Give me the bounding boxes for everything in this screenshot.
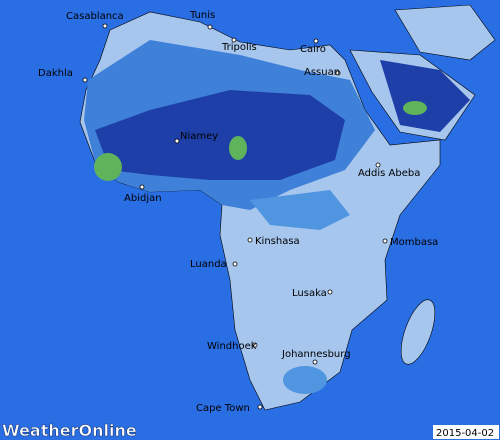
city-dot [139,184,145,190]
city-dot [375,162,381,168]
city-dot [102,23,108,29]
city-dot [382,238,388,244]
city-label: Johannesburg [281,349,351,360]
city-label: Assuan [304,67,340,78]
city-label: Cape Town [196,403,250,414]
city-dot [313,38,319,44]
city-dot [247,237,253,243]
city-dot [231,37,237,43]
city-label: Dakhla [38,68,73,79]
city-label: Mombasa [390,237,438,248]
city-label: Abidjan [124,193,162,204]
city-label: Luanda [190,259,227,270]
city-dot [232,261,238,267]
city-dot [82,77,88,83]
city-label: Addis Abeba [358,168,420,179]
city-dot [312,359,318,365]
city-dot [207,24,213,30]
date-box [433,425,499,439]
city-label: Tripolis [221,42,257,53]
city-dot [335,70,341,76]
city-label: Lusaka [292,288,327,299]
city-label: Cairo [300,44,326,55]
precip-zones [84,40,470,394]
date: 2015-04-02 [436,428,494,439]
logo: WeatherOnline [2,421,137,440]
city-label: Casablanca [66,11,124,22]
city-label: Tunis [189,10,215,21]
city-label: Windhoek [207,341,257,352]
city-dot [327,289,333,295]
city-dot [257,404,263,410]
city-dot [252,342,258,348]
cities: Casablanca Tunis Tripolis Cairo Assuan D… [38,10,438,414]
city-label: Kinshasa [255,236,300,247]
city-dot [174,138,180,144]
city-label: Niamey [180,131,218,142]
